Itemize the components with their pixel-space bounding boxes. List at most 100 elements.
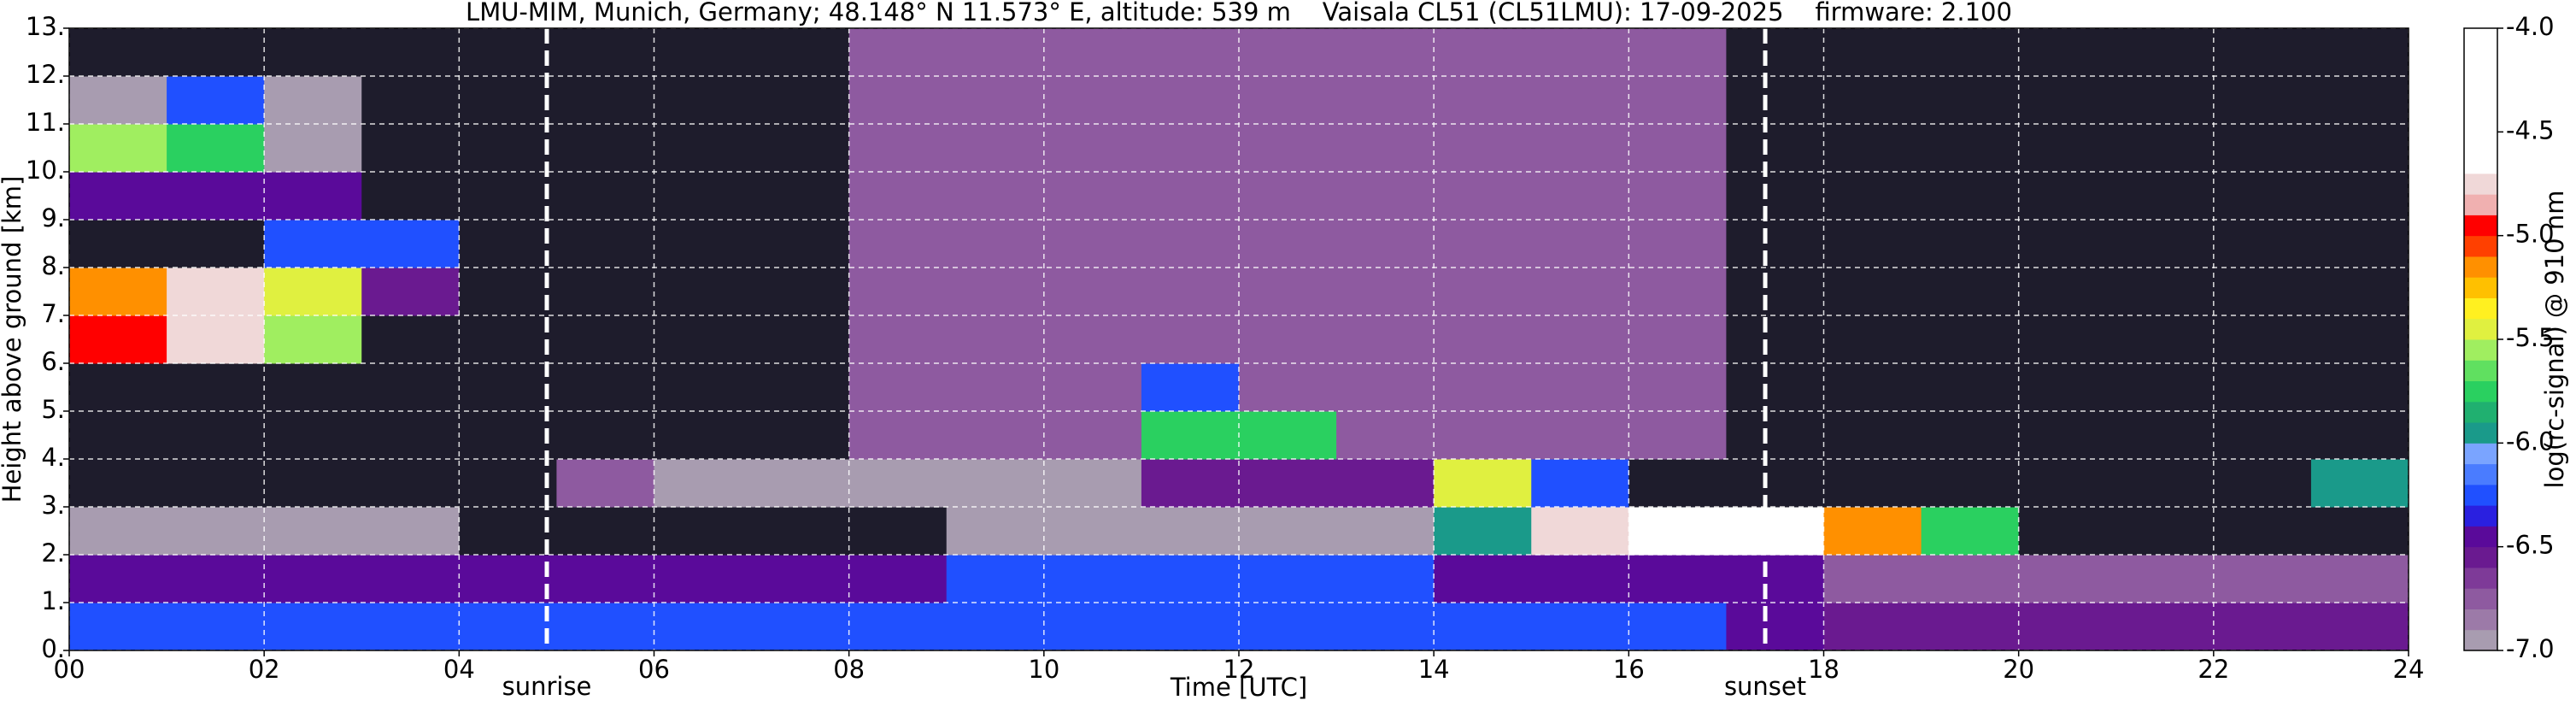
heatmap-cell	[459, 459, 557, 508]
heatmap-cell	[361, 220, 460, 268]
colorbar-tick-label: -5.0	[2506, 220, 2555, 249]
heatmap-cell	[848, 124, 948, 173]
heatmap-cell	[1726, 268, 1824, 316]
heatmap-cell	[2115, 315, 2215, 364]
heatmap-cell	[361, 28, 460, 77]
heatmap-cell	[1043, 220, 1142, 268]
heatmap-cell	[361, 172, 460, 221]
heatmap-cell	[69, 124, 167, 173]
x-tick-label: 06	[638, 655, 670, 684]
heatmap-cell	[1239, 220, 1337, 268]
heatmap-cell	[2213, 220, 2312, 268]
heatmap-cell	[751, 363, 850, 412]
heatmap-cell	[361, 459, 460, 508]
heatmap-cell	[1628, 220, 1727, 268]
heatmap-cell	[1921, 172, 2020, 221]
x-tick-label: 22	[2198, 655, 2229, 684]
heatmap-cell	[1823, 28, 1922, 77]
heatmap-cell	[1823, 172, 1922, 221]
heatmap-cell	[556, 220, 654, 268]
heatmap-cell	[167, 220, 265, 268]
y-tick-label: 7.	[41, 299, 65, 328]
heatmap-cell	[1239, 28, 1337, 77]
heatmap-cell	[69, 555, 167, 603]
heatmap-cell	[1434, 555, 1532, 603]
heatmap-cell	[946, 76, 1045, 125]
heatmap-cell	[556, 28, 654, 77]
heatmap-cell	[1531, 124, 1629, 173]
heatmap-cell	[264, 603, 362, 651]
heatmap-cell	[1043, 555, 1142, 603]
heatmap-cell	[459, 507, 557, 556]
heatmap-cell	[1726, 459, 1824, 508]
y-tick-label: 13.	[26, 12, 65, 41]
heatmap-cell	[1239, 76, 1337, 125]
heatmap-cell	[2310, 459, 2409, 508]
heatmap-cell	[946, 363, 1045, 412]
y-tick-label: 5.	[41, 395, 65, 424]
heatmap-cell	[2115, 411, 2215, 460]
heatmap-cell	[1823, 124, 1922, 173]
heatmap-cell	[1141, 555, 1240, 603]
heatmap-cell	[69, 603, 167, 651]
heatmap-cell	[556, 315, 654, 364]
heatmap-cell	[946, 603, 1045, 651]
chart-title: LMU-MIM, Munich, Germany; 48.148° N 11.5…	[466, 0, 2012, 26]
heatmap-cell	[1239, 363, 1337, 412]
heatmap-cell	[751, 124, 850, 173]
heatmap-cell	[1628, 363, 1727, 412]
heatmap-cell	[264, 555, 362, 603]
heatmap-cell	[848, 76, 948, 125]
heatmap-cell	[1239, 172, 1337, 221]
heatmap-cell	[2018, 28, 2117, 77]
event-label: sunrise	[502, 672, 592, 701]
heatmap-cell	[2213, 363, 2312, 412]
heatmap-cell	[1823, 603, 1922, 651]
heatmap-cell	[2310, 507, 2409, 556]
heatmap-cell	[361, 555, 460, 603]
heatmap-cell	[1434, 172, 1532, 221]
heatmap-cell	[1336, 220, 1435, 268]
heatmap-cell	[1141, 603, 1240, 651]
heatmap-cell	[459, 603, 557, 651]
colorbar-segment	[2464, 484, 2497, 506]
heatmap-cell	[2018, 507, 2117, 556]
colorbar-segment	[2464, 567, 2497, 589]
colorbar-tick-label: -5.5	[2506, 323, 2555, 352]
heatmap-cell	[167, 124, 265, 173]
heatmap-cell	[848, 268, 948, 316]
heatmap-cell	[1921, 363, 2020, 412]
heatmap-cell	[264, 411, 362, 460]
heatmap-cell	[167, 555, 265, 603]
heatmap-cell	[459, 124, 557, 173]
y-tick-label: 9.	[41, 203, 65, 232]
heatmap-cell	[264, 124, 362, 173]
heatmap-cell	[264, 268, 362, 316]
y-tick-label: 0.	[41, 634, 65, 663]
heatmap-cell	[1531, 507, 1629, 556]
heatmap-cell	[1726, 172, 1824, 221]
colorbar-tick-label: -4.0	[2506, 12, 2555, 41]
heatmap-cell	[1726, 76, 1824, 125]
heatmap-cell	[751, 268, 850, 316]
heatmap-cell	[1336, 363, 1435, 412]
heatmap-cell	[1628, 315, 1727, 364]
heatmap-cell	[2018, 603, 2117, 651]
heatmap-cell	[459, 315, 557, 364]
y-tick-label: 3.	[41, 491, 65, 520]
heatmap-cell	[1239, 124, 1337, 173]
y-tick-label: 6.	[41, 347, 65, 376]
y-tick-label: 2.	[41, 538, 65, 568]
x-tick-label: 04	[443, 655, 475, 684]
heatmap-cell	[2310, 555, 2409, 603]
heatmap-cell	[1141, 459, 1240, 508]
heatmap-cell	[1434, 411, 1532, 460]
colorbar-segment	[2464, 380, 2497, 403]
colorbar-segment	[2464, 609, 2497, 631]
heatmap-cell	[946, 172, 1045, 221]
heatmap-cell	[1141, 124, 1240, 173]
heatmap-cell	[946, 220, 1045, 268]
heatmap-cell	[654, 28, 753, 77]
heatmap-cell	[556, 363, 654, 412]
heatmap-cell	[69, 220, 167, 268]
